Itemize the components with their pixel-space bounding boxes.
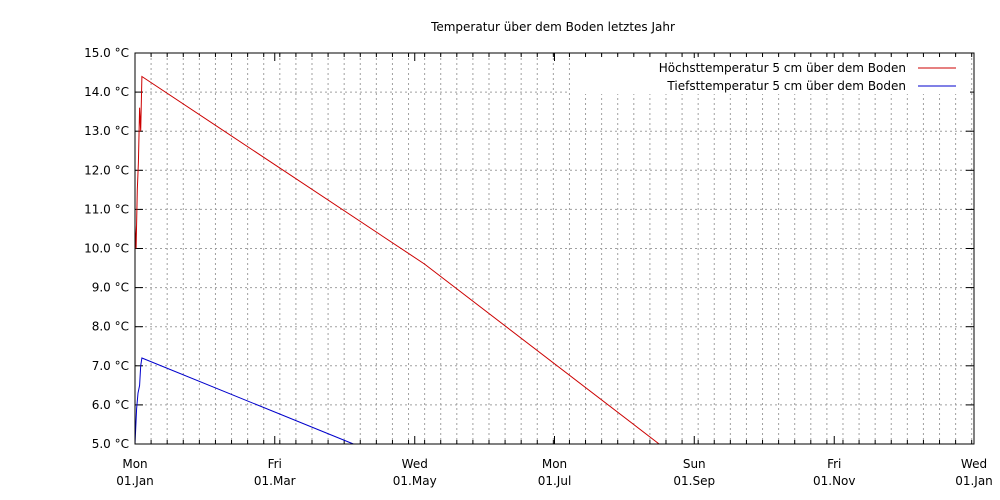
x-tick-label-date: 01.Sep xyxy=(673,474,715,488)
chart-title: Temperatur über dem Boden letztes Jahr xyxy=(430,20,675,34)
series-line-1 xyxy=(134,357,354,445)
y-tick-label: 15.0 °C xyxy=(84,46,129,60)
y-tick-label: 9.0 °C xyxy=(92,281,129,295)
x-tick-label-date: 01.May xyxy=(393,474,437,488)
series-lines xyxy=(134,75,660,445)
x-tick-label-date: 01.Jan xyxy=(116,474,154,488)
x-tick-label-day: Mon xyxy=(122,457,147,471)
axis-labels: 5.0 °C 6.0 °C 7.0 °C 8.0 °C 9.0 °C 10.0 °C 11.… xyxy=(84,46,993,488)
series-line-0 xyxy=(134,75,660,445)
x-tick-label-day: Fri xyxy=(268,457,282,471)
x-tick-label-day: Mon xyxy=(542,457,567,471)
x-tick-label-date: 01.Nov xyxy=(813,474,856,488)
x-tick-label-date: 01.Jan xyxy=(955,474,993,488)
y-tick-label: 11.0 °C xyxy=(84,202,129,216)
x-tick-label-day: Fri xyxy=(827,457,841,471)
x-tick-label-day: Wed xyxy=(402,457,428,471)
x-tick-label-date: 01.Mar xyxy=(254,474,296,488)
plot-frame xyxy=(134,52,975,445)
legend-label: Höchsttemperatur 5 cm über dem Boden xyxy=(659,61,906,75)
y-tick-label: 14.0 °C xyxy=(84,85,129,99)
y-tick-label: 10.0 °C xyxy=(84,242,129,256)
y-tick-label: 13.0 °C xyxy=(84,124,129,138)
grid xyxy=(135,53,974,444)
y-tick-label: 12.0 °C xyxy=(84,163,129,177)
legend: Höchsttemperatur 5 cm über dem Boden Tief… xyxy=(570,58,970,94)
y-tick-label: 6.0 °C xyxy=(92,398,129,412)
y-tick-label: 7.0 °C xyxy=(92,359,129,373)
x-tick-label-date: 01.Jul xyxy=(538,474,572,488)
y-tick-label: 8.0 °C xyxy=(92,320,129,334)
x-tick-label-day: Sun xyxy=(683,457,706,471)
legend-label: Tiefsttemperatur 5 cm über dem Boden xyxy=(666,79,906,93)
x-tick-label-day: Wed xyxy=(961,457,987,471)
y-tick-label: 5.0 °C xyxy=(92,437,129,451)
legend-background xyxy=(570,58,970,94)
